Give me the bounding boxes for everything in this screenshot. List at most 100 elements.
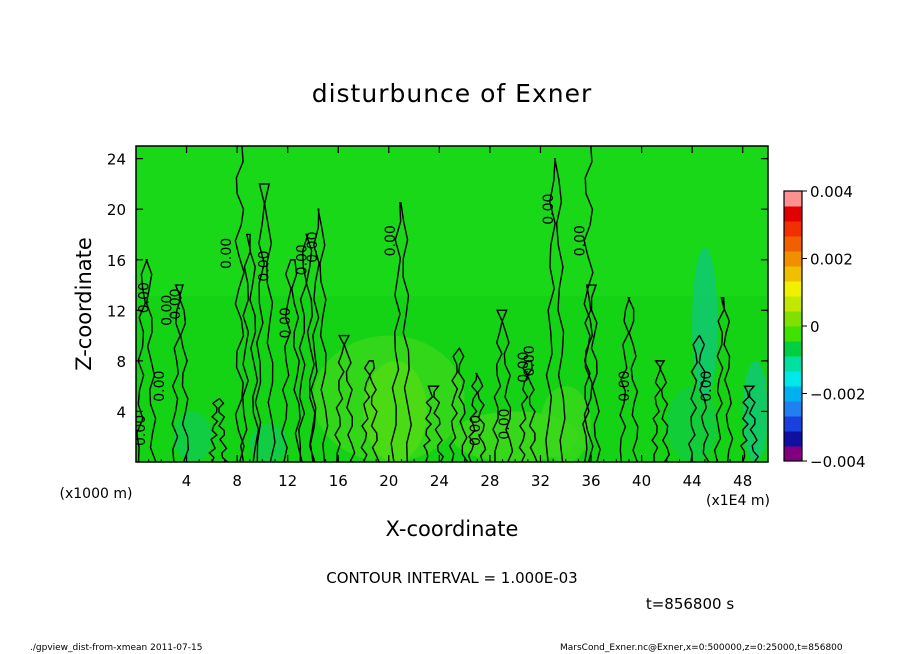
y-tick-label: 12 [107,302,126,320]
contour-line [545,157,566,462]
x-tick-label: 20 [379,472,398,490]
contour-line [171,284,189,462]
colorbar-tick-label: 0.002 [810,251,853,269]
colorbar-swatch [784,221,802,237]
colorbar-swatch [784,401,802,417]
colorbar-tick-label: 0.004 [810,183,853,201]
x-tick-label: 44 [683,472,702,490]
field-patch [363,360,427,462]
colorbar-swatch [784,191,802,207]
field-patch [540,386,592,462]
contour-label: 0.00 [699,371,715,402]
contour-label: 0.00 [133,415,149,446]
contour-line [687,334,710,462]
x-tick-label: 36 [581,472,600,490]
y-tick-label: 4 [116,403,126,421]
contour-label: 0.00 [257,250,273,281]
contour-line [582,284,601,462]
colorbar-swatch [784,371,802,387]
colorbar-swatch [784,446,802,462]
contour-label: 0.00 [573,225,589,256]
contour-line [651,360,670,462]
x-tick-label: 12 [278,472,297,490]
contour-line [423,385,445,462]
colorbar-swatch [784,266,802,282]
y-unit-label: (x1000 m) [60,486,133,502]
contour-label: 0.00 [516,352,532,383]
footer-right: MarsCond_Exner.nc@Exner,x=0:500000,z=0:2… [560,643,843,653]
chart-title: disturbunce of Exner [312,79,593,108]
contour-line [280,259,303,462]
field-upper-band [136,146,768,296]
colorbar-swatch [784,341,802,357]
x-tick-label: 32 [531,472,550,490]
contour-line [309,208,329,462]
contour-line [234,146,245,462]
colorbar-swatch [784,311,802,327]
plot-area: 0.000.000.00 0.000.00 0.000.000.000.00 0.00… [133,146,768,462]
contour-line [713,296,734,462]
x-tick-label: 48 [733,472,752,490]
contour-line [136,259,157,462]
contour-line [492,309,514,462]
contour-line [254,183,276,462]
contour-label: 0.00 [468,415,484,446]
x-tick-label: 4 [182,472,192,490]
contour-line [467,372,487,462]
contour-line [208,398,229,462]
colorbar-swatch [784,206,802,222]
x-tick-label: 16 [329,472,348,490]
colorbar-tick-label: 0 [810,318,820,336]
colorbar-swatch [784,386,802,402]
contour-line [739,385,760,462]
y-axis-label: Z-coordinate [72,237,96,371]
y-tick-label: 24 [107,151,126,169]
x-tick-label: 28 [480,472,499,490]
x-tick-label: 24 [430,472,449,490]
contour-label: 0.00 [152,371,168,402]
colorbar-swatch [784,431,802,447]
contour-line [619,296,639,462]
contour-label: 0.00 [617,371,633,402]
contour-label: 0.00 [219,238,235,269]
contour-interval-text: CONTOUR INTERVAL = 1.000E-03 [326,569,577,587]
contour-line [360,360,380,462]
contour-label: 0.00 [522,345,538,376]
field-patch [692,247,718,399]
contour-lines [136,146,760,462]
contour-line [448,347,469,462]
y-axis: 4 8 12 16 20 24 [107,151,768,421]
colorbar-swatch [784,356,802,372]
contour-label: 0.00 [137,282,153,313]
colorbar-swatch [784,416,802,432]
colorbar-swatch [784,326,802,342]
colorbar-swatch [784,251,802,267]
x-unit-label: (x1E4 m) [706,493,770,509]
colorbar-tick-label: −0.004 [810,453,866,471]
contour-label: 0.00 [278,307,294,338]
contour-line [583,146,594,462]
contour-label: 0.00 [383,225,399,256]
x-tick-label: 40 [632,472,651,490]
contour-labels: 0.000.000.00 0.000.00 0.000.000.000.00 0.00… [133,194,715,446]
footer-left: ./gpview_dist-from-xmean 2011-07-15 [30,643,203,653]
contour-label: 0.00 [168,288,184,319]
contour-line [298,233,316,462]
contour-label: 0.00 [295,244,311,275]
x-axis: 4 8 12 16 20 24 28 32 36 40 44 48 [148,146,756,490]
colorbar-swatch [784,281,802,297]
colorbar-swatch [784,296,802,312]
contour-label: 0.00 [497,408,513,439]
colorbar: 0.004 0.002 0 −0.002 −0.004 [783,183,866,471]
y-tick-label: 20 [107,201,126,219]
time-text: t=856800 s [646,595,734,613]
y-tick-label: 16 [107,252,126,270]
contour-line [240,233,260,462]
contour-label: 0.00 [305,232,321,263]
field-patch [173,411,212,462]
contour-label: 0.00 [541,194,557,225]
x-tick-label: 8 [232,472,242,490]
colorbar-tick-label: −0.002 [810,386,866,404]
x-axis-label: X-coordinate [386,517,519,541]
